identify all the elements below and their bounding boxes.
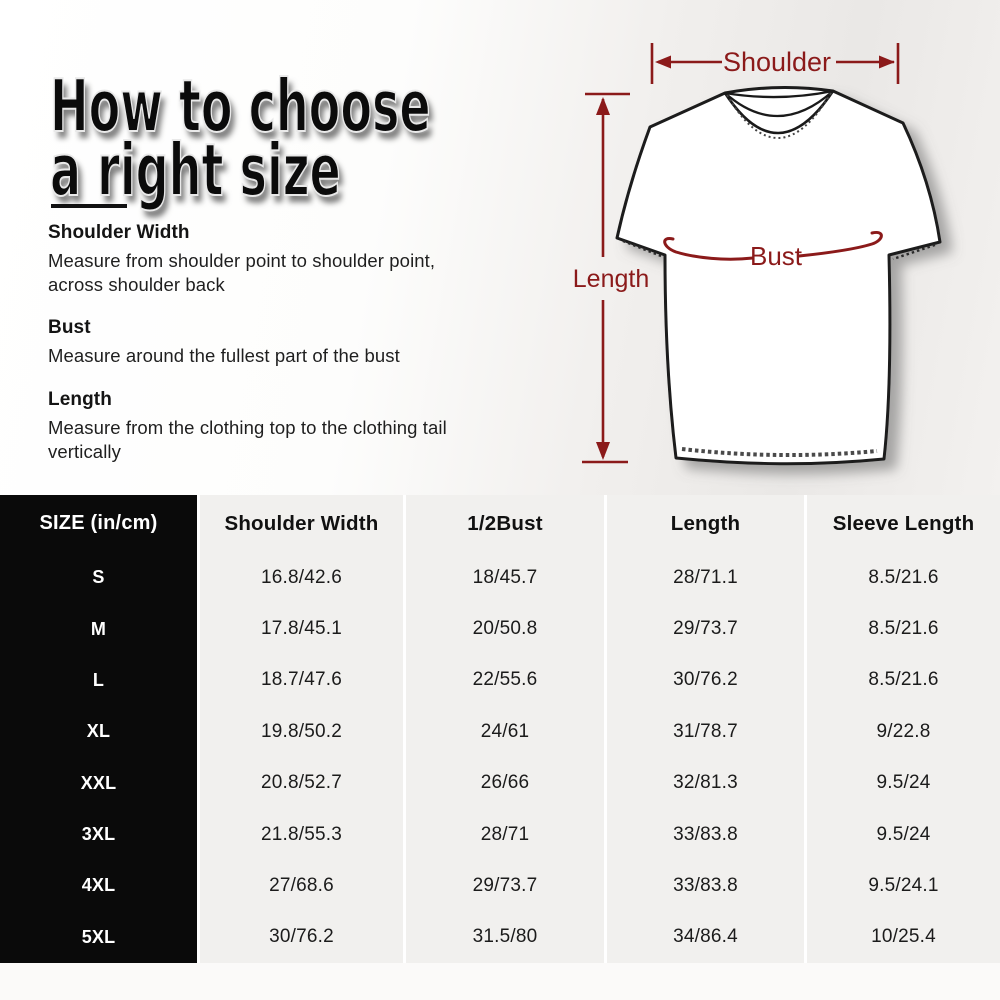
value-cell: 9.5/24 [876,772,931,794]
value-cell: 34/86.4 [673,926,738,948]
guide-section: How to choose a right size Shoulder Widt… [0,0,1000,495]
value-cell: 22/55.6 [472,669,538,691]
size-table-column-bust: 1/2Bust 18/45.7 20/50.8 22/55.6 24/61 26… [406,495,604,963]
value-cell: 9.5/24.1 [868,874,939,896]
table-header-half-bust: 1/2Bust [467,511,543,535]
value-cell: 26/66 [480,772,530,794]
tshirt-diagram: Shoulder Length Bust [573,43,942,466]
value-cell: 31/78.7 [673,720,738,742]
value-cell: 29/73.7 [673,618,738,640]
bust-measure-curve [663,230,883,261]
instruction-heading-length: Length [48,389,112,411]
value-cell: 27/68.6 [269,874,334,896]
size-row-label: S [92,567,105,588]
value-cell: 31.5/80 [472,926,538,948]
size-row-label: L [92,669,105,690]
value-cell: 29/73.7 [472,874,538,896]
value-cell: 19.8/50.2 [260,720,343,742]
value-cell: 30/76.2 [673,669,738,691]
size-row-label: XL [86,721,111,742]
value-cell: 30/76.2 [269,926,334,948]
size-table-column-shoulder: Shoulder Width 16.8/42.6 17.8/45.1 18.7/… [200,495,403,963]
table-header-length: Length [670,511,741,535]
value-cell: 10/25.4 [871,926,936,948]
length-measure-arrow [582,92,630,464]
value-cell: 33/83.8 [673,874,738,896]
size-table-column-length: Length 28/71.1 29/73.7 30/76.2 31/78.7 3… [607,495,804,963]
instruction-body-length: Measure from the clothing top to the clo… [48,417,447,462]
size-table-column-sleeve: Sleeve Length 8.5/21.6 8.5/21.6 8.5/21.6… [807,495,1000,963]
value-cell: 32/81.3 [673,772,738,794]
value-cell: 20.8/52.7 [260,772,343,794]
value-cell: 9/22.8 [876,720,931,742]
value-cell: 18.7/47.6 [260,669,343,691]
size-row-label: 4XL [81,875,116,896]
title-underline [51,204,127,208]
value-cell: 33/83.8 [673,823,738,845]
bottom-margin-strip [0,963,1000,1000]
value-cell: 24/61 [480,720,530,742]
size-row-label: 3XL [81,824,116,845]
value-cell: 8.5/21.6 [868,669,939,691]
value-cell: 21.8/55.3 [260,823,343,845]
size-row-label: XXL [80,772,117,793]
size-row-label: 5XL [81,926,116,947]
value-cell: 28/71 [480,823,530,845]
instruction-body-bust: Measure around the fullest part of the b… [48,345,400,367]
value-cell: 16.8/42.6 [260,566,343,588]
shoulder-label: Shoulder [723,47,831,77]
value-cell: 8.5/21.6 [868,618,939,640]
table-header-size: SIZE (in/cm) [39,512,158,534]
instruction-heading-bust: Bust [48,317,91,339]
shoulder-measure-arrow [650,43,900,84]
stitching [622,239,936,458]
instruction-heading-shoulder-width: Shoulder Width [48,222,190,243]
value-cell: 8.5/21.6 [868,566,939,588]
page-title-line2: a right size [49,128,341,212]
page-title-line1: How to choose [49,64,431,148]
collar [723,89,835,139]
bust-label: Bust [750,241,803,271]
length-label: Length [573,265,649,293]
instruction-body-shoulder-width: Measure from shoulder point to shoulder … [48,250,436,295]
table-header-shoulder-width: Shoulder Width [224,511,379,535]
value-cell: 9.5/24 [876,823,931,845]
measure-instructions: Shoulder Width Measure from shoulder poi… [48,222,478,484]
size-table-column-size: SIZE (in/cm) S M L XL XXL 3XL 4XL 5XL [0,495,197,963]
size-table: SIZE (in/cm) S M L XL XXL 3XL 4XL 5XL Sh… [0,495,1000,963]
tshirt-outline [615,85,942,466]
value-cell: 20/50.8 [472,618,538,640]
value-cell: 17.8/45.1 [260,618,343,640]
size-row-label: M [90,618,107,639]
value-cell: 18/45.7 [472,566,538,588]
value-cell: 28/71.1 [673,566,738,588]
table-header-sleeve-length: Sleeve Length [832,511,975,535]
